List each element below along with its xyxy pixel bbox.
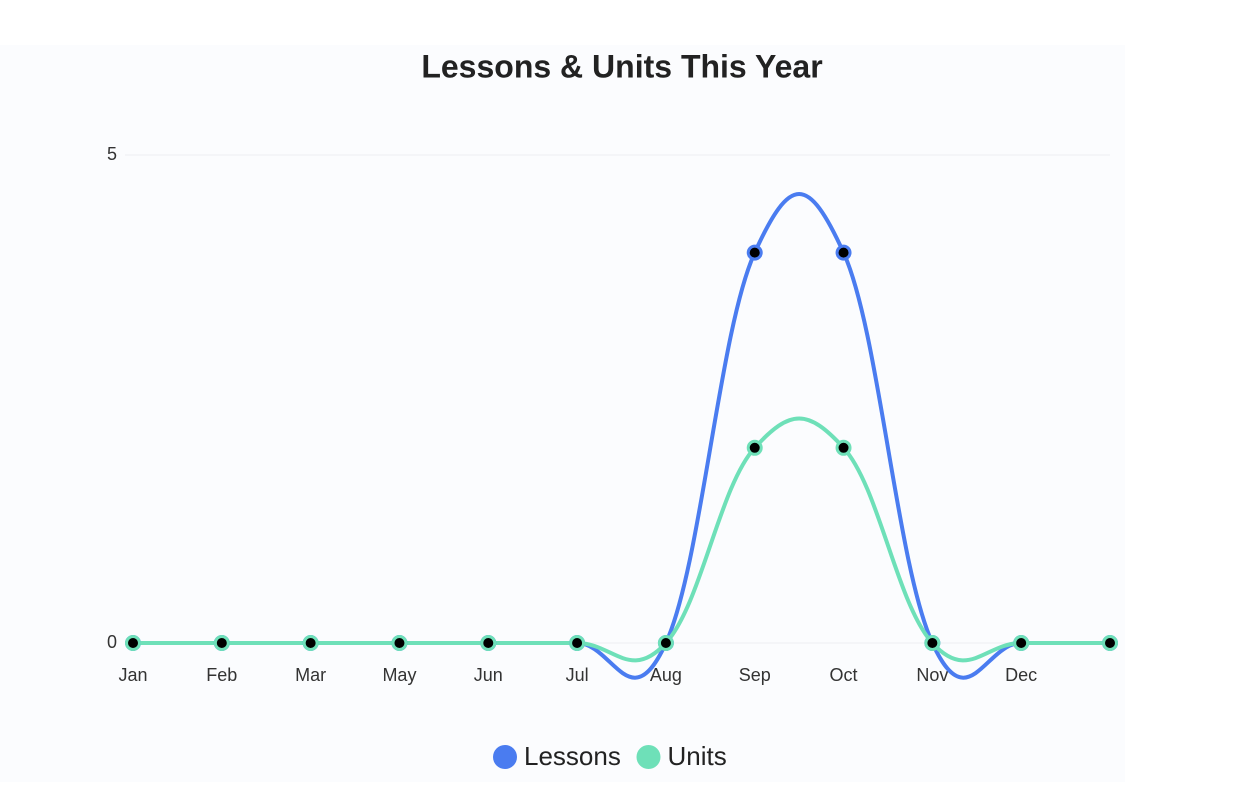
x-tick-label: Dec [1005,665,1037,685]
legend-label: Units [668,741,727,771]
x-tick-label: Oct [830,665,858,685]
x-tick-label: Aug [650,665,682,685]
x-tick-label: Nov [916,665,948,685]
x-tick-label: Jul [566,665,589,685]
legend-label: Lessons [524,741,621,771]
data-point [391,635,408,651]
x-tick-label: Sep [739,665,771,685]
y-tick-label: 5 [107,144,117,164]
data-point [569,635,586,651]
y-tick-label: 0 [107,632,117,652]
x-tick-label: Mar [295,665,326,685]
data-point [746,439,763,456]
data-point [835,439,852,456]
data-point [924,635,941,651]
legend-swatch [636,745,661,769]
chart-background [0,45,1125,782]
data-point [1013,635,1030,651]
x-tick-label: Feb [206,665,237,685]
data-point [835,244,852,261]
data-point [1102,635,1118,651]
data-point [213,635,230,651]
data-point [302,635,319,651]
x-tick-label: Jan [118,665,147,685]
data-point [480,635,497,651]
legend-swatch [493,745,517,769]
x-tick-label: May [382,665,416,685]
data-point [746,244,763,261]
x-tick-label: Jun [474,665,503,685]
data-point [125,635,141,651]
data-point [657,635,674,651]
chart-title: Lessons & Units This Year [421,48,822,84]
